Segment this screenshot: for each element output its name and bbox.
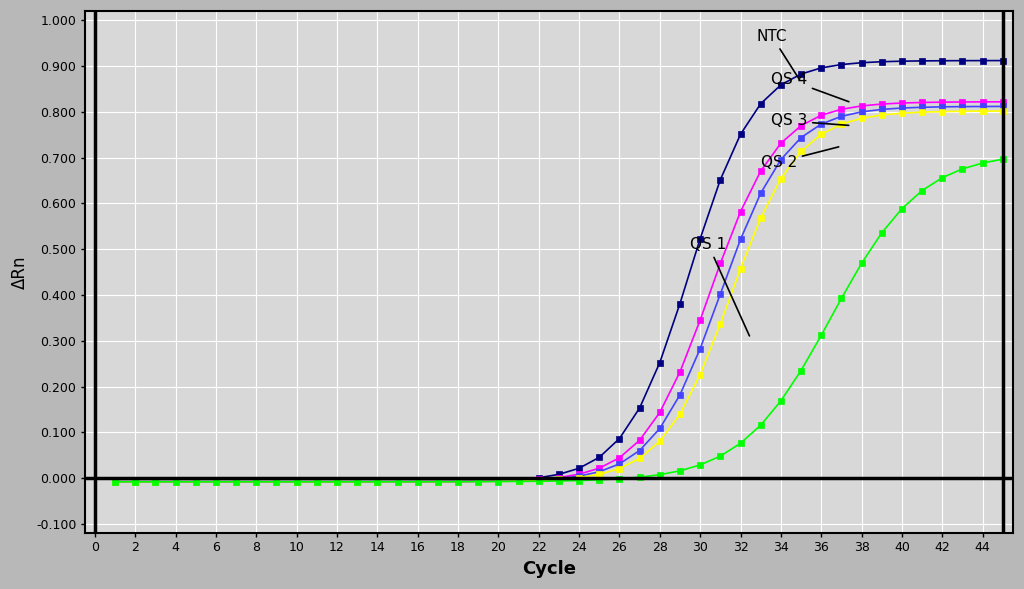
- Text: NTC: NTC: [757, 29, 800, 80]
- X-axis label: Cycle: Cycle: [522, 560, 575, 578]
- Text: QS 2: QS 2: [761, 147, 839, 170]
- Y-axis label: ΔRn: ΔRn: [11, 255, 29, 289]
- Text: QS 1: QS 1: [690, 237, 750, 336]
- Text: QS 4: QS 4: [771, 72, 849, 102]
- Text: QS 3: QS 3: [771, 114, 849, 128]
